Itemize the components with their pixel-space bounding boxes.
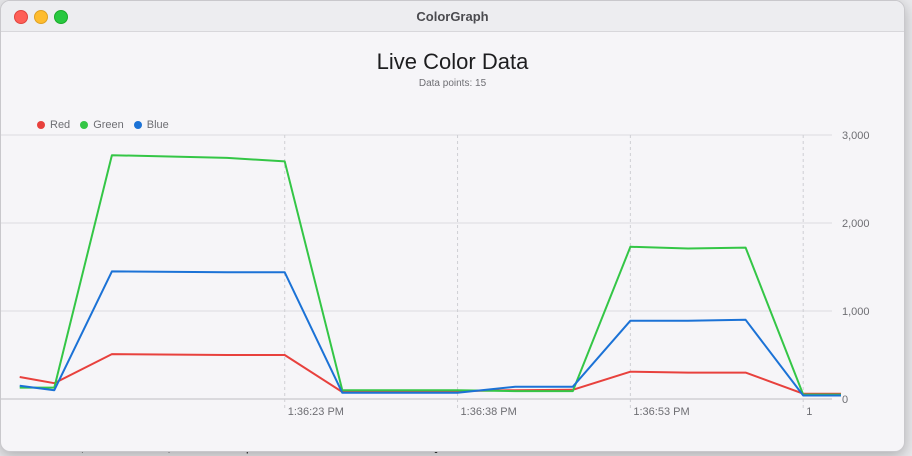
x-tick-label: 1:36:53 PM bbox=[633, 406, 689, 418]
y-tick-label: 0 bbox=[842, 394, 848, 406]
line-chart: 3,000 2,000 1,000 0 1:36:23 PM 1:36:38 PM 1:36… bbox=[1, 130, 870, 418]
chart-axis-labels: 3,000 2,000 1,000 0 1:36:23 PM 1:36:38 PM 1:36… bbox=[288, 130, 870, 418]
window-title: ColorGraph bbox=[416, 9, 489, 24]
chart-subtitle: Data points: 15 bbox=[418, 78, 487, 89]
legend-item-green: Green bbox=[80, 119, 124, 131]
legend-item-blue: Blue bbox=[133, 119, 169, 131]
x-tick-label: 1:36:23 PM bbox=[288, 406, 344, 418]
legend-swatch-red bbox=[37, 121, 45, 129]
series-line-green bbox=[19, 154, 841, 396]
legend-label: Green bbox=[93, 119, 124, 131]
legend-swatch-blue bbox=[133, 121, 142, 129]
legend-label: Red bbox=[50, 119, 71, 131]
legend-item-red: Red bbox=[37, 119, 70, 131]
series-line-red bbox=[19, 353, 841, 395]
chart-series bbox=[19, 154, 841, 397]
x-tick-label: 1:36:38 PM bbox=[461, 406, 517, 418]
chart-legend: Red Green Blue bbox=[37, 119, 169, 131]
title-bar[interactable]: ColorGraph bbox=[1, 1, 904, 32]
legend-swatch-green bbox=[80, 121, 89, 129]
x-tick-label: 1 bbox=[806, 406, 812, 418]
legend-label: Blue bbox=[146, 119, 169, 131]
zoom-button[interactable] bbox=[54, 10, 68, 24]
series-line-blue bbox=[19, 270, 841, 397]
y-tick-label: 1,000 bbox=[842, 306, 870, 318]
chart-grid bbox=[1, 134, 832, 409]
y-tick-label: 2,000 bbox=[842, 218, 870, 230]
y-tick-label: 3,000 bbox=[842, 130, 870, 142]
close-button[interactable] bbox=[14, 10, 28, 24]
chart-title: Live Color Data bbox=[376, 49, 529, 74]
minimize-button[interactable] bbox=[34, 10, 48, 24]
